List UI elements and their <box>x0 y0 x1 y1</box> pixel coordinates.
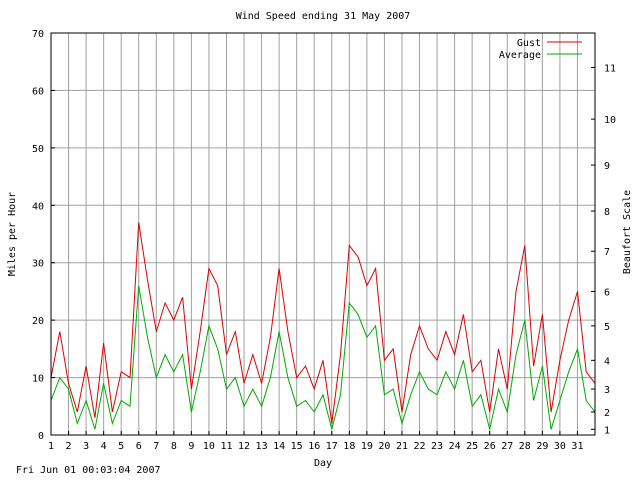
plot-frame <box>50 32 596 436</box>
beaufort-tick-label: 9 <box>604 161 610 172</box>
y-tick-label: 30 <box>32 259 44 270</box>
series-line-average <box>50 285 596 430</box>
x-tick-label: 18 <box>343 441 355 452</box>
beaufort-tick-label: 8 <box>604 207 610 218</box>
legend-label-gust: Gust <box>517 38 541 49</box>
series-layer <box>50 222 596 430</box>
x-tick-label: 5 <box>118 441 124 452</box>
x-tick-label: 31 <box>571 441 583 452</box>
x-tick-label: 2 <box>66 441 72 452</box>
beaufort-tick-label: 2 <box>604 408 610 419</box>
beaufort-tick-label: 6 <box>604 287 610 298</box>
x-tick-label: 27 <box>501 441 513 452</box>
x-tick-label: 10 <box>203 441 215 452</box>
x-tick-label: 25 <box>466 441 478 452</box>
x-tick-label: 9 <box>188 441 194 452</box>
x-tick-label: 21 <box>396 441 408 452</box>
beaufort-tick-label: 4 <box>604 356 610 367</box>
x-tick-label: 29 <box>536 441 548 452</box>
x-axis-label: Day <box>314 458 332 469</box>
chart-title: Wind Speed ending 31 May 2007 <box>236 11 411 22</box>
beaufort-tick-label: 5 <box>604 322 610 333</box>
y-tick-label: 60 <box>32 86 44 97</box>
series-line-gust <box>50 222 596 424</box>
x-tick-label: 20 <box>378 441 390 452</box>
y-tick-label: 40 <box>32 201 44 212</box>
axis-ticks: 1 2 3 4 5 6 7 8 9 10 11 12 13 14 15 16 17 18 19 20 21 22 23 24 2… <box>32 29 616 452</box>
x-tick-label: 11 <box>220 441 232 452</box>
beaufort-tick-label: 1 <box>604 425 610 436</box>
y2-axis-label: Beaufort Scale <box>622 190 633 274</box>
x-tick-label: 16 <box>308 441 320 452</box>
grid-lines <box>51 33 595 435</box>
x-tick-label: 1 <box>48 441 54 452</box>
y-tick-label: 70 <box>32 29 44 40</box>
x-tick-label: 14 <box>273 441 285 452</box>
generated-timestamp: Fri Jun 01 00:03:04 2007 <box>16 465 161 476</box>
y-tick-label: 0 <box>38 431 44 442</box>
x-tick-label: 17 <box>326 441 338 452</box>
x-tick-label: 4 <box>101 441 107 452</box>
x-tick-label: 6 <box>136 441 142 452</box>
x-tick-label: 30 <box>554 441 566 452</box>
x-tick-label: 12 <box>238 441 250 452</box>
x-tick-label: 8 <box>171 441 177 452</box>
legend-label-average: Average <box>499 50 541 61</box>
y-axis-label: Miles per Hour <box>7 192 18 276</box>
x-tick-label: 26 <box>484 441 496 452</box>
beaufort-tick-label: 3 <box>604 385 610 396</box>
y-tick-label: 20 <box>32 316 44 327</box>
beaufort-tick-label: 10 <box>604 115 616 126</box>
x-tick-label: 28 <box>519 441 531 452</box>
x-tick-label: 3 <box>83 441 89 452</box>
x-tick-label: 19 <box>361 441 373 452</box>
x-tick-label: 13 <box>256 441 268 452</box>
x-tick-label: 23 <box>431 441 443 452</box>
x-tick-label: 22 <box>413 441 425 452</box>
x-tick-label: 24 <box>449 441 461 452</box>
y-tick-label: 10 <box>32 374 44 385</box>
x-tick-label: 15 <box>291 441 303 452</box>
beaufort-tick-label: 11 <box>604 63 616 74</box>
x-tick-label: 7 <box>153 441 159 452</box>
y-tick-label: 50 <box>32 144 44 155</box>
beaufort-tick-label: 7 <box>604 247 610 258</box>
